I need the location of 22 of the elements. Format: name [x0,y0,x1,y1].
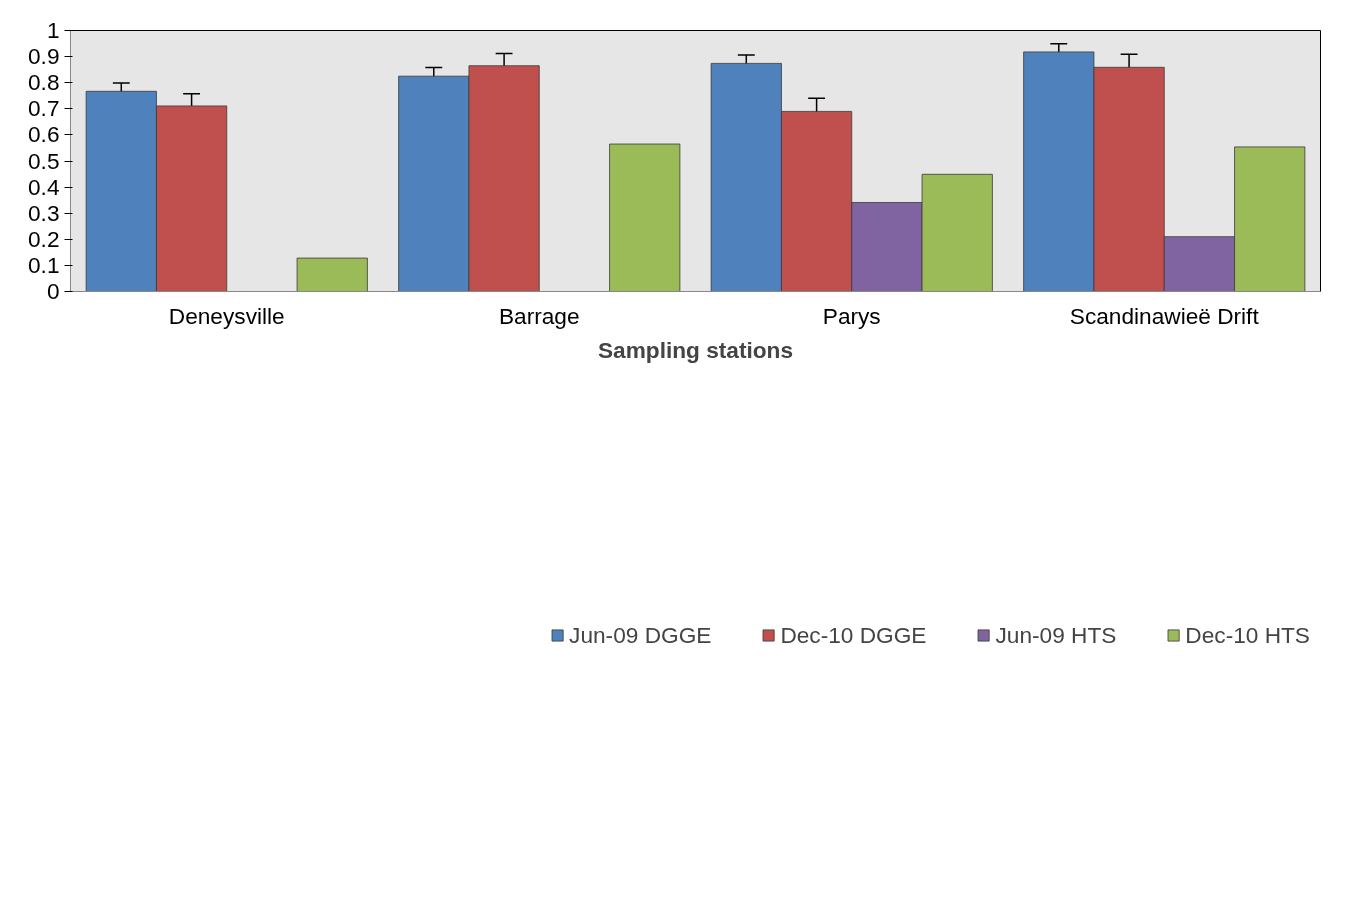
x-tick-label: Scandinawieë Drift [1069,302,1260,329]
legend-label: Dec-10 DGGE [780,621,927,649]
y-tick-label: 0.1 [28,251,60,278]
y-tick-label: 0.2 [28,225,60,252]
y-tick-label: 0.4 [28,173,60,200]
y-tick-label: 0.5 [28,147,60,174]
y-tick-label: 1 [46,17,60,43]
x-tick-label: Barrage [498,302,580,329]
bar [609,143,681,292]
legend-label: Dec-10 HTS [1185,621,1310,649]
y-tick-label: 0.6 [28,121,60,148]
y-tick-label: 0.3 [28,199,60,226]
bar [296,257,368,292]
y-tick-label: 0.9 [28,43,60,70]
x-tick-label: Deneysville [168,302,285,329]
legend-label: Jun-09 HTS [995,621,1117,649]
legend-label: Jun-09 DGGE [569,621,712,649]
x-tick-label: Parys [822,302,881,329]
y-tick-label: 0 [46,278,60,304]
y-tick-label: 0.7 [28,95,60,122]
x-axis-title: Sampling stations [597,336,794,363]
y-tick-label: 0.8 [28,69,60,96]
